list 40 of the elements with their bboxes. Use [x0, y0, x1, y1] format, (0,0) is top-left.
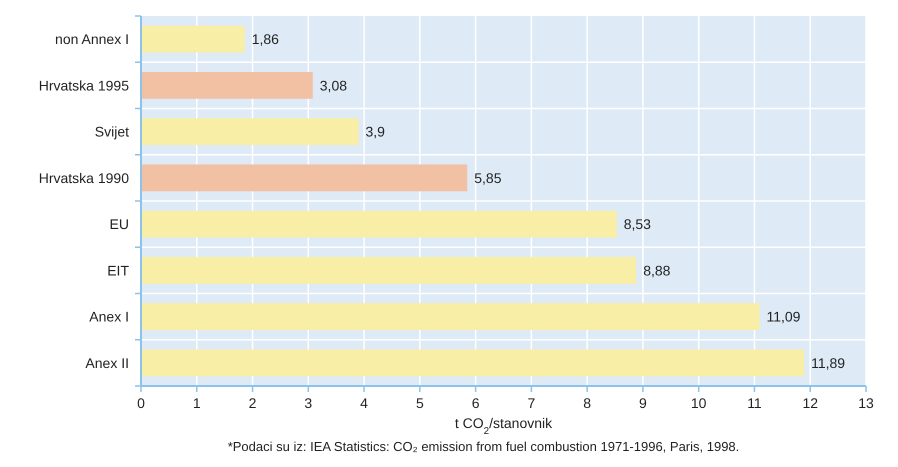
x-tick-label: 3 — [304, 395, 312, 411]
x-tick-label: 5 — [416, 395, 424, 411]
bar — [141, 303, 760, 330]
y-tick-label: Anex I — [89, 308, 129, 325]
bar — [141, 210, 617, 238]
data-label: 1,86 — [252, 31, 280, 48]
bar — [141, 256, 636, 284]
data-label: 8,53 — [624, 216, 652, 232]
y-tick-label: EU — [110, 216, 129, 232]
x-tick-label: 8 — [583, 395, 592, 411]
data-label: 3,9 — [366, 124, 386, 140]
x-tick-label: 9 — [639, 395, 648, 411]
data-label: 11,09 — [766, 308, 801, 325]
bar — [141, 349, 804, 376]
y-tick-label: Hrvatska 1995 — [38, 77, 130, 94]
x-tick-label: 12 — [802, 395, 818, 411]
bar — [141, 26, 245, 53]
data-label: 8,88 — [643, 262, 671, 278]
bar — [141, 118, 358, 146]
y-tick-label: Svijet — [94, 124, 130, 140]
data-label: 11,89 — [811, 354, 846, 371]
x-axis-title: t CO$_{2}$/stanovnik — [454, 415, 554, 436]
x-tick-label: 0 — [137, 395, 146, 411]
text: *Podaci su iz: IEA Statistics: CO₂ emission from fuel combustion 1971-1996, Paris, 1998. — [228, 439, 740, 454]
data-label: 5,85 — [474, 170, 502, 186]
y-tick-label: EIT — [107, 262, 130, 278]
bar — [141, 72, 313, 99]
bar — [141, 164, 468, 192]
y-tick-label: non Annex I — [55, 31, 129, 48]
y-tick-label: Anex II — [85, 354, 129, 371]
x-tick-label: 4 — [360, 395, 368, 411]
x-tick-label: 6 — [472, 395, 480, 411]
data-label: 3,08 — [320, 77, 348, 94]
x-tick-label: 2 — [248, 395, 257, 411]
x-tick-label: 1 — [192, 395, 201, 411]
x-tick-label: 11 — [747, 395, 762, 411]
x-tick-label: 13 — [858, 395, 874, 411]
x-tick-label: 7 — [527, 395, 536, 411]
x-tick-label: 10 — [690, 395, 707, 411]
y-tick-label: Hrvatska 1990 — [38, 170, 130, 186]
